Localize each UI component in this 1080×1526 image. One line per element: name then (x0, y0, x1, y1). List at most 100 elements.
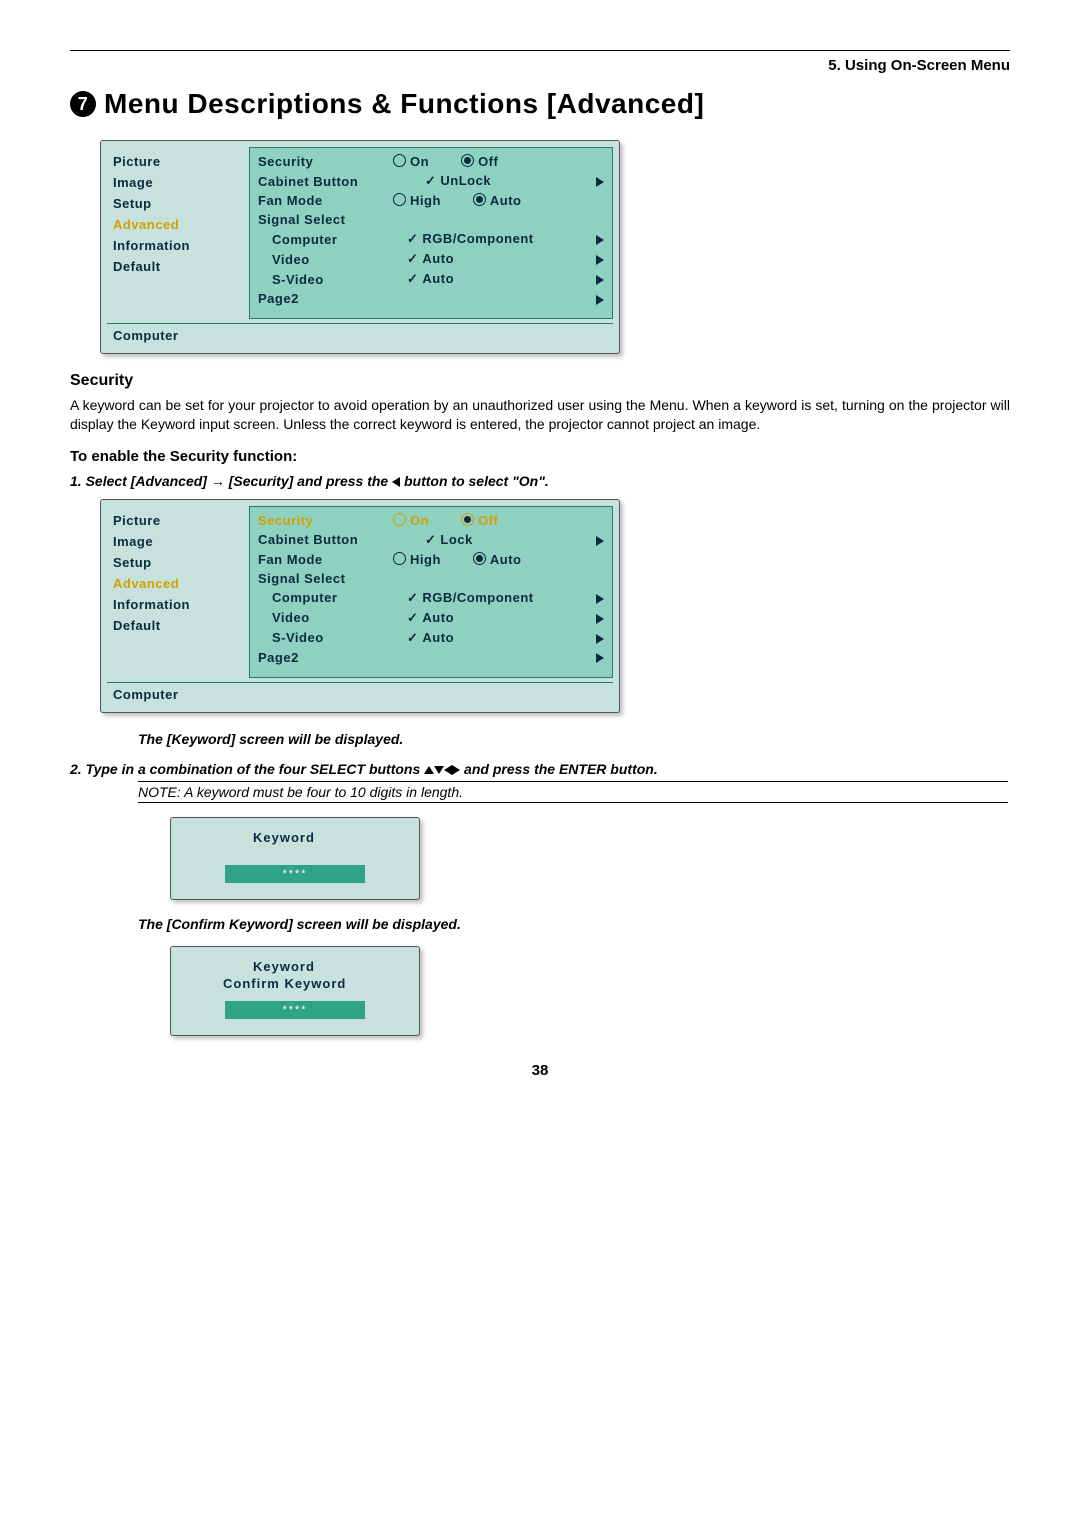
check-icon: ✓ (425, 532, 436, 547)
left-arrow-icon (392, 477, 400, 487)
label-fan: Fan Mode (258, 552, 393, 567)
step-2: 2. Type in a combination of the four SEL… (70, 761, 1010, 777)
status-bar: Computer (107, 323, 613, 347)
result-1: The [Keyword] screen will be displayed. (138, 731, 1010, 747)
menu-item-advanced[interactable]: Advanced (113, 214, 243, 235)
arrow-right-icon (596, 177, 604, 187)
arrow-right-icon (596, 634, 604, 644)
radio-on-icon[interactable] (393, 513, 406, 526)
check-icon: ✓ (407, 590, 418, 605)
arrow-right-icon (596, 536, 604, 546)
chapter-header: 5. Using On-Screen Menu (70, 57, 1010, 74)
keyword-dialog-1: Keyword **** (170, 817, 420, 900)
keyword-dialog-2: Keyword Confirm Keyword **** (170, 946, 420, 1036)
menu-item-information[interactable]: Information (113, 235, 243, 256)
security-paragraph: A keyword can be set for your projector … (70, 396, 1010, 434)
arrow-right-icon (596, 594, 604, 604)
check-icon: ✓ (425, 173, 436, 188)
up-arrow-icon (424, 766, 434, 774)
label-svideo: S-Video (258, 630, 407, 645)
label-computer: Computer (258, 232, 407, 247)
row-computer[interactable]: Computer ✓RGB/Component (258, 229, 604, 249)
arrow-right-icon (596, 255, 604, 265)
check-icon: ✓ (407, 271, 418, 286)
menu-item-setup[interactable]: Setup (113, 193, 243, 214)
menu-item-advanced[interactable]: Advanced (113, 573, 243, 594)
menu-item-picture[interactable]: Picture (113, 510, 243, 531)
menu-screenshot-1: Picture Image Setup Advanced Information… (100, 140, 620, 354)
radio-high-icon[interactable] (393, 552, 406, 565)
label-fan: Fan Mode (258, 193, 393, 208)
row-svideo[interactable]: S-Video ✓Auto (258, 269, 604, 289)
status-bar: Computer (107, 682, 613, 706)
menu-right-panel: Security On Off Cabinet Button ✓UnLock F… (249, 147, 613, 319)
row-page2[interactable]: Page2 (258, 289, 604, 308)
row-security[interactable]: Security On Off (258, 511, 604, 530)
section-title: 7 Menu Descriptions & Functions [Advanced… (70, 88, 1010, 120)
label-security: Security (258, 513, 393, 528)
note-text: NOTE: A keyword must be four to 10 digit… (138, 784, 463, 800)
keyword-label: Keyword (183, 830, 407, 845)
top-rule (70, 50, 1010, 51)
label-signal: Signal Select (258, 571, 393, 586)
section-title-text: Menu Descriptions & Functions [Advanced] (104, 88, 704, 119)
label-page2: Page2 (258, 650, 393, 665)
row-fan[interactable]: Fan Mode High Auto (258, 550, 604, 569)
security-heading: Security (70, 372, 1010, 390)
confirm-keyword-label: Confirm Keyword (183, 976, 407, 991)
menu-item-image[interactable]: Image (113, 172, 243, 193)
label-svideo: S-Video (258, 272, 407, 287)
section-number: 7 (70, 91, 96, 117)
row-signal: Signal Select (258, 210, 604, 229)
label-computer: Computer (258, 590, 407, 605)
menu-left-panel: Picture Image Setup Advanced Information… (107, 506, 249, 678)
menu-item-setup[interactable]: Setup (113, 552, 243, 573)
row-video[interactable]: Video ✓Auto (258, 249, 604, 269)
radio-off-icon[interactable] (461, 513, 474, 526)
result-2: The [Confirm Keyword] screen will be dis… (138, 916, 1010, 932)
radio-auto-icon[interactable] (473, 552, 486, 565)
row-page2[interactable]: Page2 (258, 648, 604, 667)
check-icon: ✓ (407, 231, 418, 246)
radio-high-icon[interactable] (393, 193, 406, 206)
arrow-right-icon (596, 235, 604, 245)
right-arrow-icon (452, 765, 460, 775)
label-signal: Signal Select (258, 212, 393, 227)
keyword-label: Keyword (183, 959, 407, 974)
arrow-right-icon (596, 653, 604, 663)
step-1: 1. Select [Advanced] → [Security] and pr… (70, 473, 1010, 489)
page-number: 38 (70, 1062, 1010, 1079)
label-security: Security (258, 154, 393, 169)
menu-item-picture[interactable]: Picture (113, 151, 243, 172)
radio-auto-icon[interactable] (473, 193, 486, 206)
check-icon: ✓ (407, 610, 418, 625)
menu-item-information[interactable]: Information (113, 594, 243, 615)
row-cabinet[interactable]: Cabinet Button ✓Lock (258, 530, 604, 550)
row-computer[interactable]: Computer ✓RGB/Component (258, 588, 604, 608)
menu-item-default[interactable]: Default (113, 256, 243, 277)
note-wrap: NOTE: A keyword must be four to 10 digit… (138, 781, 1008, 803)
row-svideo[interactable]: S-Video ✓Auto (258, 628, 604, 648)
left-arrow-icon (444, 765, 452, 775)
label-video: Video (258, 610, 407, 625)
radio-on-icon[interactable] (393, 154, 406, 167)
menu-item-default[interactable]: Default (113, 615, 243, 636)
confirm-keyword-input[interactable]: **** (225, 1001, 365, 1019)
label-video: Video (258, 252, 407, 267)
radio-off-icon[interactable] (461, 154, 474, 167)
arrow-right-icon (596, 295, 604, 305)
row-cabinet[interactable]: Cabinet Button ✓UnLock (258, 171, 604, 191)
check-icon: ✓ (407, 251, 418, 266)
check-icon: ✓ (407, 630, 418, 645)
arrow-right-icon (596, 614, 604, 624)
row-signal: Signal Select (258, 569, 604, 588)
row-security[interactable]: Security On Off (258, 152, 604, 171)
row-fan[interactable]: Fan Mode High Auto (258, 191, 604, 210)
keyword-input[interactable]: **** (225, 865, 365, 883)
menu-item-image[interactable]: Image (113, 531, 243, 552)
row-video[interactable]: Video ✓Auto (258, 608, 604, 628)
label-cabinet: Cabinet Button (258, 174, 393, 189)
label-page2: Page2 (258, 291, 393, 306)
enable-heading: To enable the Security function: (70, 448, 1010, 465)
label-cabinet: Cabinet Button (258, 532, 393, 547)
